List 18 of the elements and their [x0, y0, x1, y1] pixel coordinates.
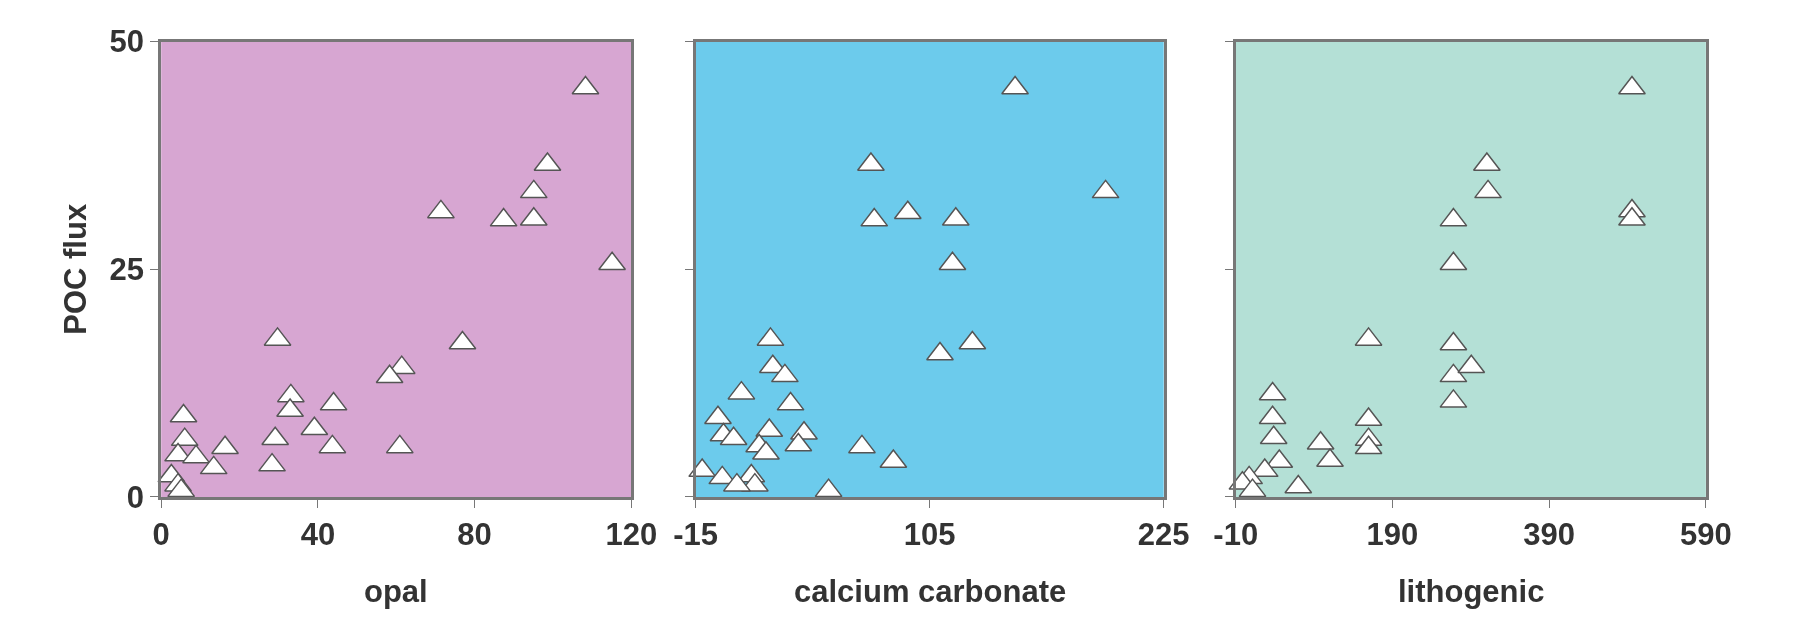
x-axis-title: calcium carbonate	[794, 574, 1067, 609]
y-tick-label: 25	[109, 252, 144, 288]
x-axis-title: lithogenic	[1398, 574, 1545, 609]
y-tick-label: 50	[109, 24, 144, 60]
x-tick-label: 80	[457, 517, 492, 553]
x-tick-label: 590	[1680, 517, 1732, 553]
x-tick-label: 105	[903, 517, 956, 553]
y-axis-title: POC flux	[58, 203, 94, 335]
x-tick-label: -10	[1213, 517, 1259, 553]
x-tick-label: 190	[1366, 517, 1419, 553]
x-tick-label: 40	[300, 517, 336, 553]
x-tick-label: 0	[152, 517, 170, 553]
x-tick-label: 120	[605, 517, 658, 553]
x-axis-title: opal	[364, 574, 428, 609]
x-tick-label: -15	[673, 517, 718, 553]
x-tick-label: 225	[1137, 517, 1190, 553]
y-tick-label: 0	[126, 479, 144, 515]
x-tick-label: 390	[1523, 517, 1576, 553]
